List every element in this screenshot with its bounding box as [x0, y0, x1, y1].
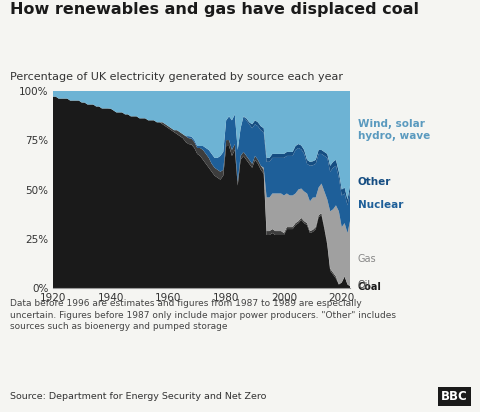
Text: Data before 1996 are estimates and figures from 1987 to 1989 are especially
unce: Data before 1996 are estimates and figur…: [10, 299, 396, 331]
Text: Gas: Gas: [358, 254, 376, 264]
Text: BBC: BBC: [441, 390, 468, 403]
Text: Coal: Coal: [358, 282, 382, 293]
Text: Wind, solar
hydro, wave: Wind, solar hydro, wave: [358, 119, 430, 141]
Text: Oil: Oil: [358, 281, 371, 290]
Text: Other: Other: [358, 177, 391, 187]
Text: Source: Department for Energy Security and Net Zero: Source: Department for Energy Security a…: [10, 392, 266, 401]
Text: How renewables and gas have displaced coal: How renewables and gas have displaced co…: [10, 2, 419, 17]
Text: Nuclear: Nuclear: [358, 200, 403, 211]
Text: Percentage of UK electricity generated by source each year: Percentage of UK electricity generated b…: [10, 72, 343, 82]
